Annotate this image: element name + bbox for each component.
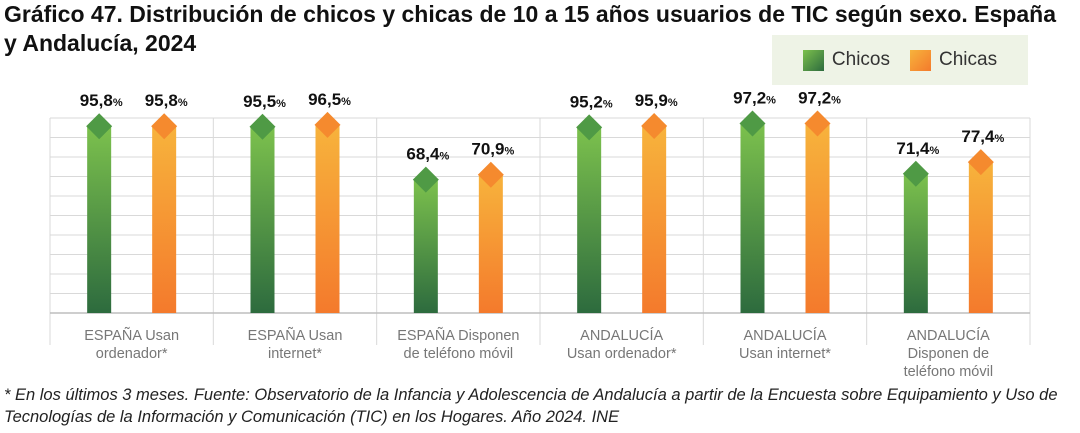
data-label-unit: % — [831, 94, 841, 106]
data-label-unit: % — [504, 146, 514, 158]
data-label-unit: % — [994, 133, 1004, 145]
x-tick-label: ESPAÑA Disponen de teléfono móvil — [383, 327, 533, 363]
bar-chicas — [642, 125, 667, 314]
legend-label-chicos: Chicos — [831, 49, 890, 70]
x-tick-label: ANDALUCÍA Usan ordenador* — [547, 327, 697, 363]
data-label-chicas: 70,9% — [471, 140, 514, 159]
data-label-unit: % — [276, 98, 286, 110]
data-label-value: 97,2 — [733, 88, 766, 107]
data-label-unit: % — [929, 145, 939, 157]
data-label-chicos: 95,2% — [570, 92, 613, 111]
data-label-value: 77,4 — [961, 127, 995, 146]
bar-cap-chicos — [576, 114, 603, 141]
x-tick-label-line: teléfono móvil — [903, 364, 994, 380]
x-tick-label-line: ESPAÑA Usan — [84, 328, 180, 344]
bar-chicas — [968, 162, 993, 313]
bar-cap-chicas — [641, 112, 668, 139]
footnote: * En los últimos 3 meses. Fuente: Observ… — [4, 386, 1058, 426]
x-tick-label: ANDALUCÍA Usan internet* — [710, 327, 860, 363]
data-label-unit: % — [341, 96, 351, 108]
x-tick-label-line: Disponen de — [907, 346, 990, 362]
data-label-unit: % — [178, 97, 188, 109]
x-tick-label: ESPAÑA Usan ordenador* — [57, 327, 207, 363]
bar-chicos — [903, 173, 928, 313]
legend-label-chicas: Chicas — [939, 49, 998, 70]
bar-chicos — [740, 123, 765, 314]
x-tick-label-line: ANDALUCÍA — [580, 328, 664, 344]
x-tick-label: ESPAÑA Usan internet* — [220, 327, 370, 363]
x-tick-label-line: ESPAÑA Usan — [247, 328, 343, 344]
data-label-unit: % — [668, 97, 678, 109]
data-label-value: 95,9 — [635, 91, 668, 110]
data-label-chicos: 68,4% — [406, 145, 449, 164]
bar-chicos — [413, 179, 438, 313]
bar-chicos — [577, 127, 602, 313]
data-label-chicas: 95,9% — [635, 91, 678, 110]
x-tick-label-line: Usan internet* — [739, 346, 831, 362]
legend-swatch-chicos — [802, 49, 824, 71]
data-label-unit: % — [439, 151, 449, 163]
bar-chicas — [315, 124, 340, 313]
bar-cap-chicos — [412, 166, 439, 193]
data-label-chicas: 97,2% — [798, 88, 841, 107]
bar-chicas — [805, 123, 830, 314]
bar-chicos — [87, 126, 112, 313]
bar-cap-chicas — [804, 110, 831, 137]
data-label-value: 95,8 — [80, 91, 113, 110]
legend-swatch-chicas — [910, 49, 931, 71]
bar-chicas — [478, 174, 503, 313]
bar-cap-chicas — [151, 113, 178, 140]
bar-chicas — [152, 126, 177, 313]
bar-cap-chicas — [967, 149, 994, 176]
data-label-unit: % — [113, 97, 123, 109]
data-label-value: 97,2 — [798, 88, 831, 107]
data-label-value: 96,5 — [308, 90, 341, 109]
bar-cap-chicos — [902, 160, 929, 187]
data-label-chicos: 71,4% — [896, 139, 939, 158]
data-label-value: 95,2 — [570, 92, 603, 111]
data-label-chicos: 97,2% — [733, 88, 776, 107]
data-label-value: 70,9 — [471, 140, 504, 159]
x-tick-label-line: Usan ordenador* — [566, 346, 677, 362]
bar-cap-chicas — [314, 111, 341, 138]
data-label-chicas: 96,5% — [308, 90, 351, 109]
data-label-unit: % — [603, 98, 613, 110]
data-label-unit: % — [766, 94, 776, 106]
data-label-value: 95,8 — [145, 91, 178, 110]
data-label-chicos: 95,5% — [243, 92, 286, 111]
x-tick-label-line: de teléfono móvil — [403, 346, 514, 362]
legend-item-chicas: Chicas — [910, 49, 997, 71]
data-label-value: 71,4 — [896, 139, 930, 158]
chart-title: Gráfico 47. Distribución de chicos y chi… — [4, 1, 1056, 56]
data-label-chicos: 95,8% — [80, 91, 123, 110]
x-tick-label-line: ordenador* — [95, 346, 168, 362]
x-tick-label-line: internet* — [267, 346, 322, 362]
x-tick-label-line: ESPAÑA Disponen — [397, 328, 520, 344]
data-label-chicas: 95,8% — [145, 91, 188, 110]
legend-item-chicos: Chicos — [802, 49, 890, 71]
bar-cap-chicos — [86, 113, 113, 140]
data-label-value: 68,4 — [406, 145, 440, 164]
x-tick-label-line: ANDALUCÍA — [743, 328, 827, 344]
bar-cap-chicas — [477, 161, 504, 188]
data-label-value: 95,5 — [243, 92, 276, 111]
data-label-chicas: 77,4% — [961, 127, 1004, 146]
x-tick-label: ANDALUCÍA Disponen de teléfono móvil — [873, 327, 1023, 381]
bar-cap-chicos — [739, 110, 766, 137]
legend: Chicos Chicas — [772, 35, 1028, 85]
bar-chicos — [250, 126, 275, 314]
bar-cap-chicos — [249, 113, 276, 140]
x-tick-label-line: ANDALUCÍA — [906, 328, 990, 344]
